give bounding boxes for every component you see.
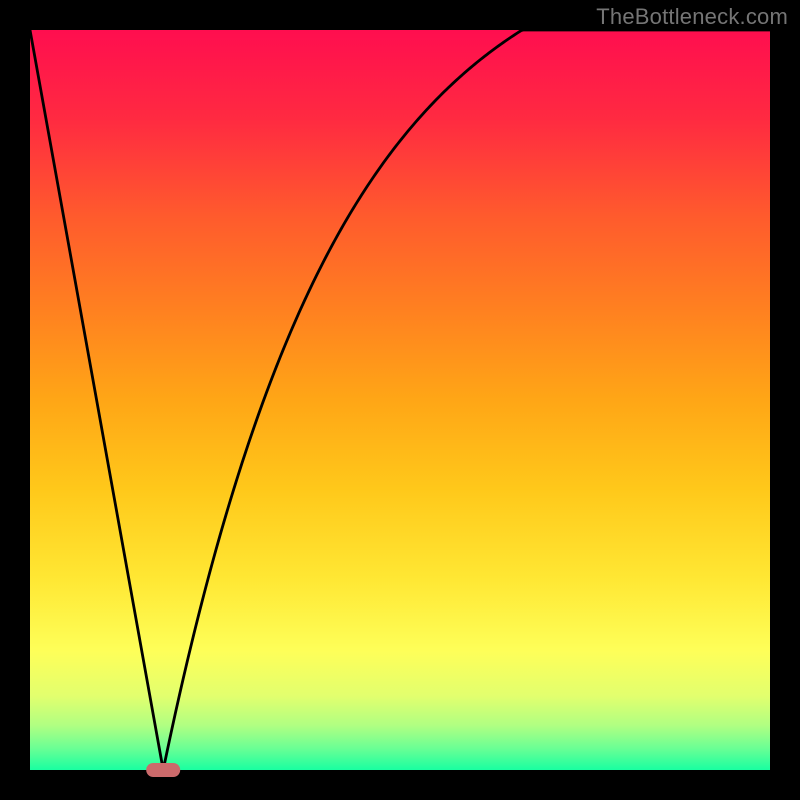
frame-left bbox=[0, 0, 30, 800]
frame-bottom bbox=[0, 770, 800, 800]
watermark-text: TheBottleneck.com bbox=[596, 4, 788, 30]
optimal-point-marker bbox=[146, 763, 180, 777]
chart-container: TheBottleneck.com bbox=[0, 0, 800, 800]
bottleneck-chart-svg bbox=[0, 0, 800, 800]
frame-right bbox=[770, 0, 800, 800]
